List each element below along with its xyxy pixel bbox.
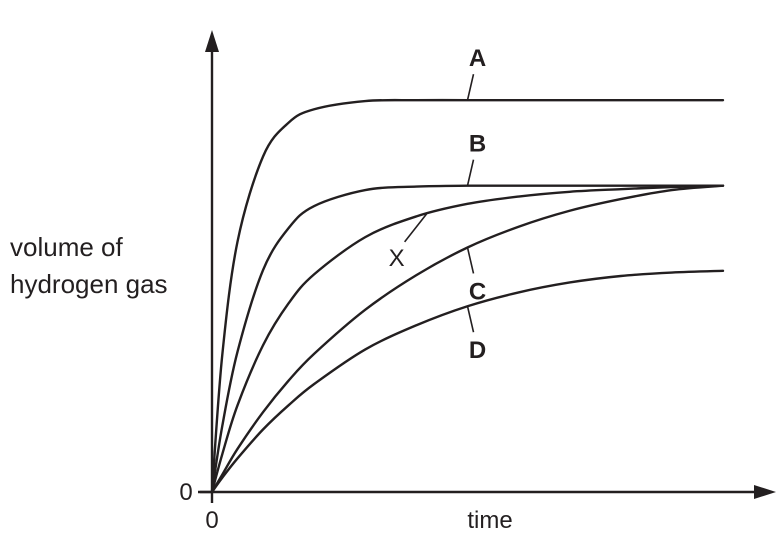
curve-label-a-leader (466, 74, 475, 101)
series-layer (210, 98, 725, 494)
curve-label-x-leader (403, 213, 428, 243)
curve-label-d: D (469, 337, 486, 364)
curve-label-b-leader (466, 159, 475, 186)
curve-label-d-leader (466, 306, 475, 333)
series-x-curve (210, 184, 725, 494)
y-axis-label-line-1: volume of (10, 232, 123, 262)
x-axis-label: time (467, 507, 512, 533)
series-a-curve (210, 98, 725, 494)
series-d-curve (210, 269, 725, 494)
curve-label-b: B (469, 131, 486, 158)
x-axis-arrowhead (754, 485, 776, 499)
curve-label-c-leader (466, 247, 475, 274)
series-c-curve (210, 184, 725, 494)
y-axis-arrowhead (205, 30, 219, 52)
curve-label-x: X (389, 245, 405, 272)
y-origin-tick-label: 0 (179, 479, 192, 506)
curve-label-layer: A B X C D (389, 45, 487, 364)
axes: 0 0 time (179, 30, 776, 533)
y-axis-label-line-2: hydrogen gas (10, 269, 168, 299)
curve-label-c: C (469, 278, 486, 305)
curve-label-a: A (469, 45, 486, 72)
series-b-curve (210, 184, 725, 494)
x-origin-tick-label: 0 (205, 507, 218, 533)
